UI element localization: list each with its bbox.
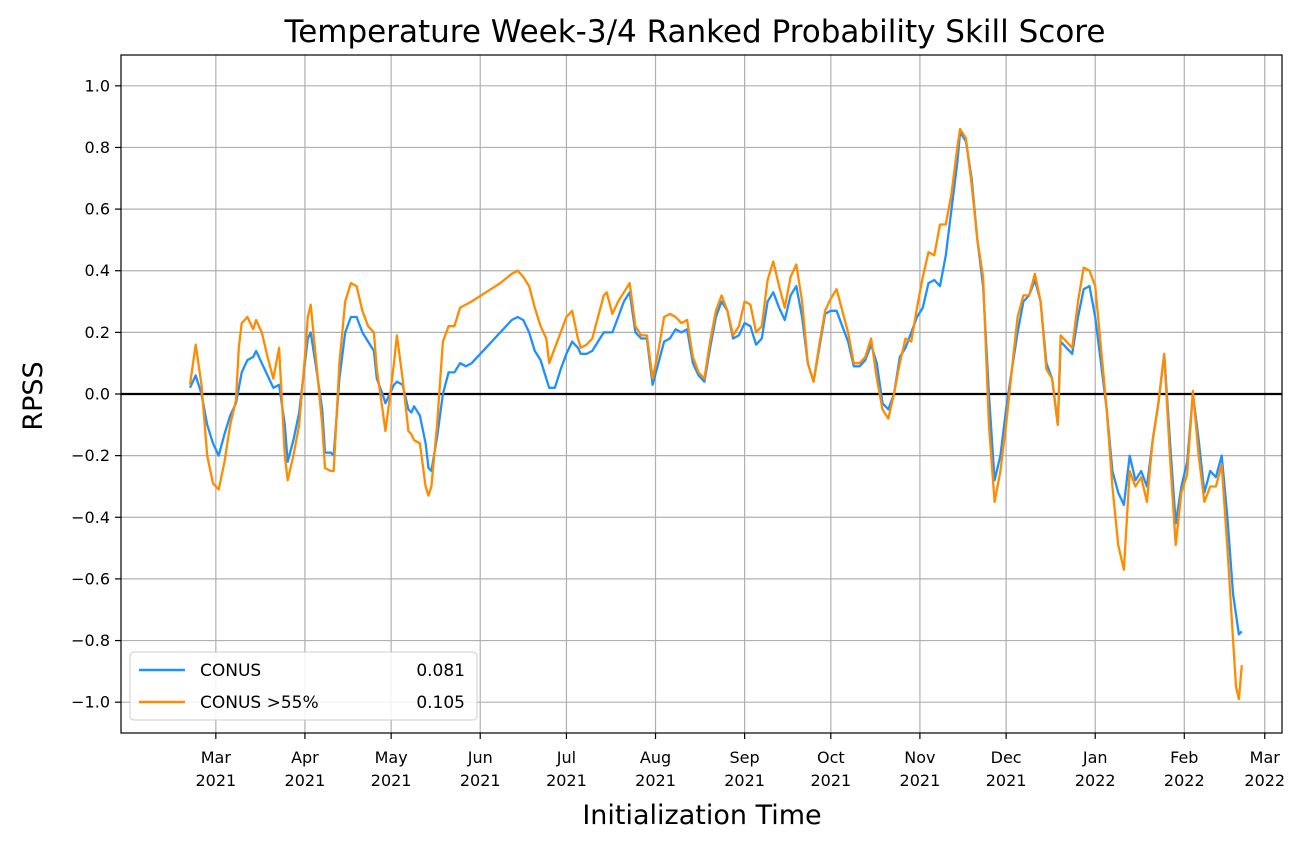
x-tick-month-label: Oct: [817, 748, 845, 767]
x-tick-year-label: 2021: [285, 771, 326, 790]
x-tick-year-label: 2022: [1164, 771, 1205, 790]
y-tick-label: −1.0: [71, 693, 110, 712]
y-tick-label: −0.6: [71, 569, 110, 588]
legend-label-conus-55: CONUS >55%: [200, 693, 319, 713]
x-tick-year-label: 2022: [1244, 771, 1285, 790]
x-tick-year-label: 2021: [810, 771, 851, 790]
y-tick-label: −0.8: [71, 631, 110, 650]
legend-label-conus: CONUS: [200, 661, 261, 681]
x-tick-year-label: 2021: [371, 771, 412, 790]
x-tick-month-label: Mar: [201, 748, 232, 767]
x-tick-month-label: Aug: [640, 748, 671, 767]
x-tick-month-label: Mar: [1250, 748, 1281, 767]
x-tick-month-label: Jan: [1082, 748, 1108, 767]
x-tick-year-label: 2021: [900, 771, 941, 790]
y-axis-label: RPSS: [18, 361, 49, 430]
y-tick-label: 0.0: [85, 385, 110, 404]
x-tick-month-label: Jul: [556, 748, 576, 767]
x-tick-year-label: 2021: [195, 771, 236, 790]
legend: CONUS 0.081 CONUS >55% 0.105: [129, 651, 478, 721]
x-tick-month-label: May: [375, 748, 408, 767]
series-line-conus: [188, 130, 1243, 636]
x-tick-year-label: 2021: [635, 771, 676, 790]
x-tick-year-label: 2022: [1075, 771, 1116, 790]
y-tick-label: 0.4: [85, 261, 110, 280]
x-tick-year-label: 2021: [724, 771, 765, 790]
x-tick-month-label: Dec: [991, 748, 1022, 767]
x-tick-month-label: Apr: [291, 748, 319, 767]
x-tick-month-label: Sep: [730, 748, 760, 767]
legend-value-conus: 0.081: [416, 661, 465, 681]
y-tick-label: −0.2: [71, 446, 110, 465]
chart-title: Temperature Week-3/4 Ranked Probability …: [284, 14, 1106, 50]
series-line-conus-55: [188, 127, 1243, 701]
x-tick-month-label: Jun: [467, 748, 493, 767]
series-lines: [188, 127, 1243, 701]
x-axis-ticks: Mar 2021 Apr 2021 May 2021 Jun 2021 Jul 2021 Aug 20…: [195, 733, 1285, 790]
y-tick-label: 0.8: [85, 138, 110, 157]
x-tick-year-label: 2021: [986, 771, 1027, 790]
y-axis-ticks: 1.0 0.8 0.6 0.4 0.2 0.0 −0.2 −0.4 −0.6 −0.8 −1.0: [71, 76, 121, 712]
y-tick-label: 0.2: [85, 323, 110, 342]
x-tick-month-label: Nov: [904, 748, 935, 767]
legend-box: [129, 651, 478, 721]
y-tick-label: −0.4: [71, 508, 110, 527]
y-tick-label: 0.6: [85, 200, 110, 219]
x-tick-month-label: Feb: [1170, 748, 1198, 767]
x-axis-label: Initialization Time: [582, 800, 821, 831]
x-tick-year-label: 2021: [546, 771, 587, 790]
legend-value-conus-55: 0.105: [416, 693, 465, 713]
y-tick-label: 1.0: [85, 76, 110, 95]
x-tick-year-label: 2021: [460, 771, 501, 790]
